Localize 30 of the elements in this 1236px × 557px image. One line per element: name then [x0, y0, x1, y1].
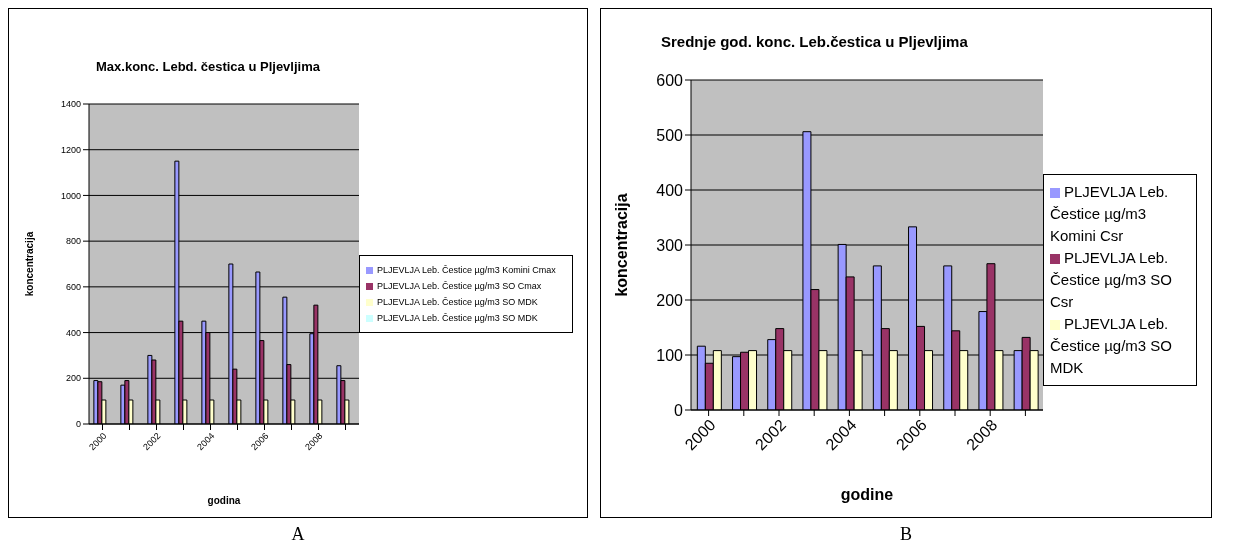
legend-label: PLJEVLJA Leb. Čestice µg/m3 SO MDK: [377, 313, 538, 323]
y-tick-label: 200: [65, 373, 81, 384]
y-tick-label: 0: [75, 419, 81, 430]
legend-label: PLJEVLJA Leb. Čestice µg/m3 SO Csr: [1050, 249, 1173, 310]
y-tick-label: 1400: [60, 99, 81, 110]
legend-label: PLJEVLJA Leb. Čestice µg/m3 SO MDK: [1050, 315, 1173, 376]
y-tick-label: 300: [656, 236, 684, 254]
y-tick-label: 1000: [60, 190, 81, 201]
y-tick-label: 0: [674, 401, 684, 419]
y-tick-label: 600: [65, 282, 81, 293]
y-tick-label: 1200: [60, 144, 81, 155]
x-axis-title: godine: [840, 486, 894, 503]
text: B: [899, 524, 913, 545]
y-tick-label: 400: [65, 327, 81, 338]
y-axis-title: koncentracija: [612, 193, 630, 297]
legend-label: PLJEVLJA Leb. Čestice µg/m3 SO MDK: [377, 297, 538, 307]
chart-title: Srednje god. konc. Leb.čestica u Pljevljima: [660, 33, 969, 50]
y-tick-label: 600: [656, 71, 684, 89]
y-tick-label: 400: [656, 181, 684, 199]
y-tick-label: 200: [656, 291, 684, 309]
legend-label: PLJEVLJA Leb. Čestice µg/m3 Komini Cmax: [377, 265, 556, 275]
y-tick-label: 800: [65, 236, 81, 247]
legend-label: PLJEVLJA Leb. Čestice µg/m3 Komini Csr: [1050, 183, 1169, 244]
y-tick-label: 100: [656, 346, 684, 364]
legend-label: PLJEVLJA Leb. Čestice µg/m3 SO Cmax: [377, 281, 542, 291]
x-axis-title: godina: [207, 495, 241, 506]
chart-title: Max.konc. Lebd. čestica u Pljevljima: [95, 59, 321, 74]
y-axis-title: koncentracija: [23, 231, 35, 297]
y-tick-label: 500: [656, 126, 684, 144]
text: A: [290, 524, 306, 545]
